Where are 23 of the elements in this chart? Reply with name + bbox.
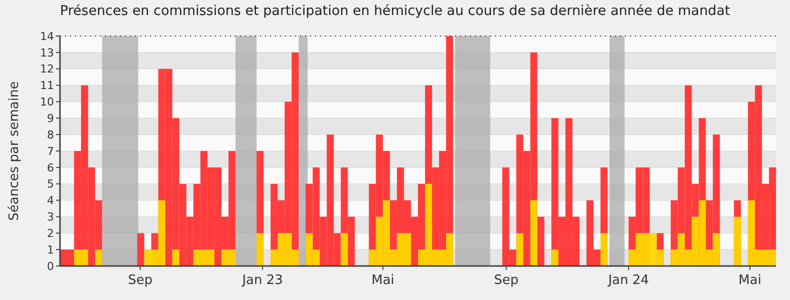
y-tick-label: 5 — [47, 178, 54, 191]
y-tick-label: 10 — [40, 96, 54, 109]
x-tick-label: Mai — [738, 273, 762, 288]
y-tick-label: 3 — [47, 210, 54, 224]
y-tick-label: 14 — [40, 30, 54, 43]
y-tick-label: 7 — [47, 144, 54, 158]
y-tick-label: 12 — [40, 62, 54, 76]
y-tick-label: 2 — [47, 226, 54, 240]
y-tick-label: 0 — [47, 260, 54, 273]
x-tick-label: Sep — [494, 273, 519, 288]
y-tick-label: 11 — [40, 79, 54, 92]
y-tick-label: 4 — [47, 194, 54, 208]
x-tick-label: Mai — [372, 273, 394, 288]
x-tick-label: Jan 23 — [241, 273, 283, 288]
y-axis-title: Séances par semaine — [7, 81, 22, 221]
x-tick-label: Jan 24 — [607, 273, 649, 288]
chart-title: Présences en commissions et participation en hémicycle au cours de sa dernière année de mandat — [60, 3, 730, 19]
y-tick-label: 13 — [40, 46, 54, 60]
x-tick-label: Sep — [128, 273, 152, 288]
y-tick-label: 1 — [47, 243, 54, 256]
y-tick-label: 9 — [47, 112, 54, 125]
y-tick-label: 8 — [47, 128, 54, 142]
y-tick-label: 6 — [47, 161, 54, 174]
